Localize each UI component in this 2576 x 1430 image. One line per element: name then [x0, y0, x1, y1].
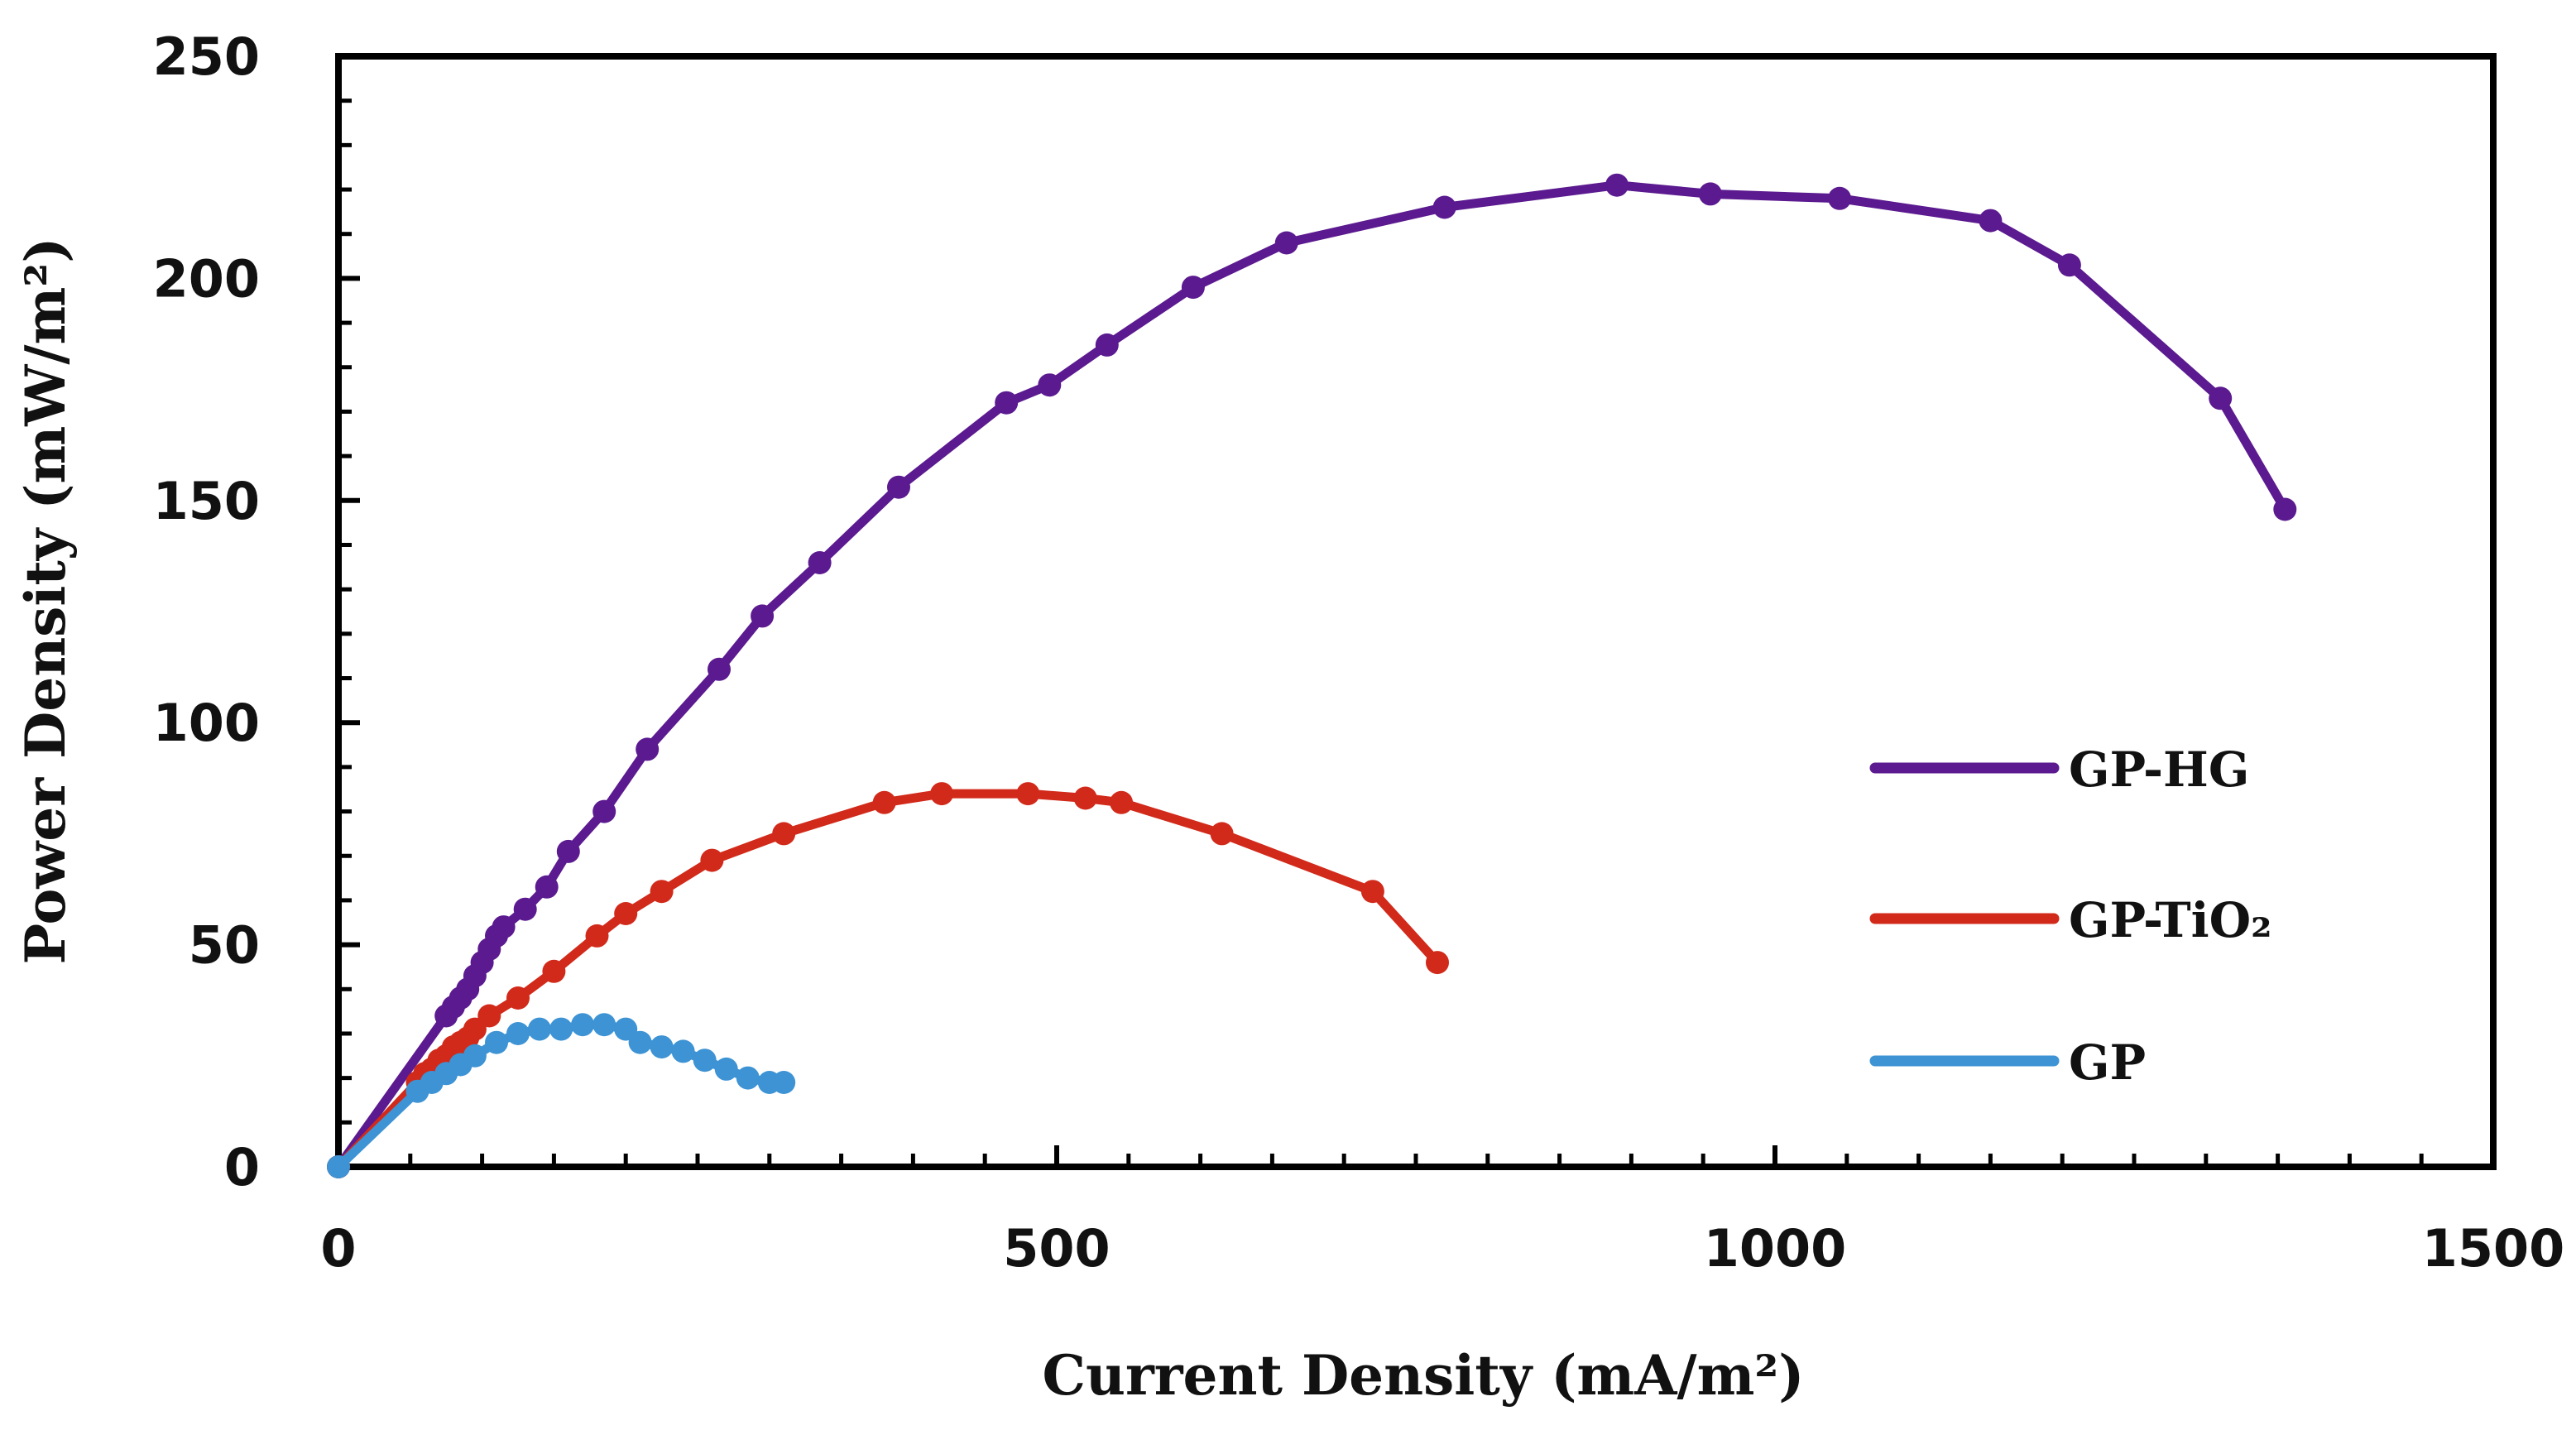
legend-item: GP-TiO₂	[1869, 892, 2272, 948]
data-point	[592, 1013, 616, 1037]
legend: GP-HG GP-TiO₂ GP	[1869, 741, 2272, 1091]
x-axis-title: Current Density (mA/m²)	[1042, 1343, 1804, 1408]
y-tick-label: 200	[153, 248, 260, 309]
series-gp-tio-	[327, 782, 1449, 1178]
data-point	[1426, 951, 1449, 975]
data-point	[751, 604, 775, 628]
x-tick-label: 500	[1003, 1218, 1110, 1279]
plot-frame	[335, 53, 2497, 1170]
data-point	[528, 1017, 551, 1041]
data-point	[714, 1057, 738, 1081]
data-point	[463, 1044, 487, 1068]
data-point	[772, 1071, 796, 1094]
data-point	[1110, 790, 1134, 814]
data-point	[513, 897, 537, 921]
x-tick-label: 1500	[2422, 1218, 2565, 1279]
data-point	[614, 902, 638, 925]
data-point	[556, 839, 580, 863]
y-tick-label: 150	[153, 471, 260, 531]
data-point	[477, 1004, 501, 1028]
data-point	[1210, 822, 1234, 846]
data-point	[650, 1035, 674, 1059]
data-point	[628, 1030, 652, 1054]
data-point	[736, 1066, 760, 1090]
data-point	[1979, 209, 2003, 233]
data-point	[506, 986, 530, 1010]
data-point	[1360, 880, 1384, 904]
data-point	[808, 551, 832, 574]
data-point	[585, 924, 609, 948]
data-point	[492, 915, 516, 939]
x-tick-label: 0	[320, 1218, 356, 1279]
data-point	[327, 1155, 350, 1178]
data-point	[693, 1049, 717, 1072]
data-point	[887, 475, 910, 499]
x-tick-label: 1000	[1704, 1218, 1847, 1279]
data-point	[2057, 253, 2081, 277]
data-point	[708, 657, 731, 681]
y-tick-label: 0	[224, 1137, 260, 1197]
data-point	[995, 391, 1019, 415]
data-point	[1828, 186, 1852, 210]
y-tick-label: 50	[189, 915, 260, 976]
series-gp-hg	[327, 173, 2297, 1178]
series-line	[333, 789, 1442, 1172]
data-point	[592, 799, 616, 823]
data-point	[542, 959, 566, 983]
legend-item: GP-HG	[1869, 741, 2249, 798]
data-point	[930, 782, 954, 806]
data-point	[2273, 497, 2297, 521]
series-layer	[327, 173, 2297, 1178]
legend-label: GP	[2069, 1034, 2146, 1091]
data-point	[571, 1013, 595, 1037]
y-tick-label: 100	[153, 693, 260, 753]
data-point	[2209, 386, 2233, 410]
data-point	[1016, 782, 1040, 806]
data-point	[650, 880, 674, 904]
data-point	[1274, 231, 1298, 255]
data-point	[1181, 276, 1205, 300]
legend-label: GP-TiO₂	[2069, 892, 2272, 948]
legend-item: GP	[1869, 1034, 2146, 1091]
data-point	[485, 1030, 508, 1054]
data-point	[506, 1022, 530, 1045]
data-point	[1605, 173, 1629, 197]
y-axis-title: Power Density (mW/m²)	[13, 238, 78, 965]
data-point	[549, 1017, 573, 1041]
legend-label: GP-HG	[2069, 741, 2249, 798]
data-point	[1073, 786, 1097, 810]
axes-layer: 0 50 100 150 200 250 0 500 1000 1500	[153, 26, 2565, 1279]
data-point	[772, 822, 796, 846]
data-point	[1038, 373, 1062, 397]
y-tick-label: 250	[153, 26, 260, 87]
data-point	[872, 790, 896, 814]
series-gp	[327, 1013, 796, 1178]
data-point	[1432, 195, 1456, 219]
data-point	[636, 737, 660, 761]
data-point	[535, 875, 559, 899]
data-point	[671, 1039, 695, 1063]
data-point	[700, 848, 724, 872]
data-point	[1095, 333, 1119, 357]
data-point	[1698, 182, 1722, 206]
